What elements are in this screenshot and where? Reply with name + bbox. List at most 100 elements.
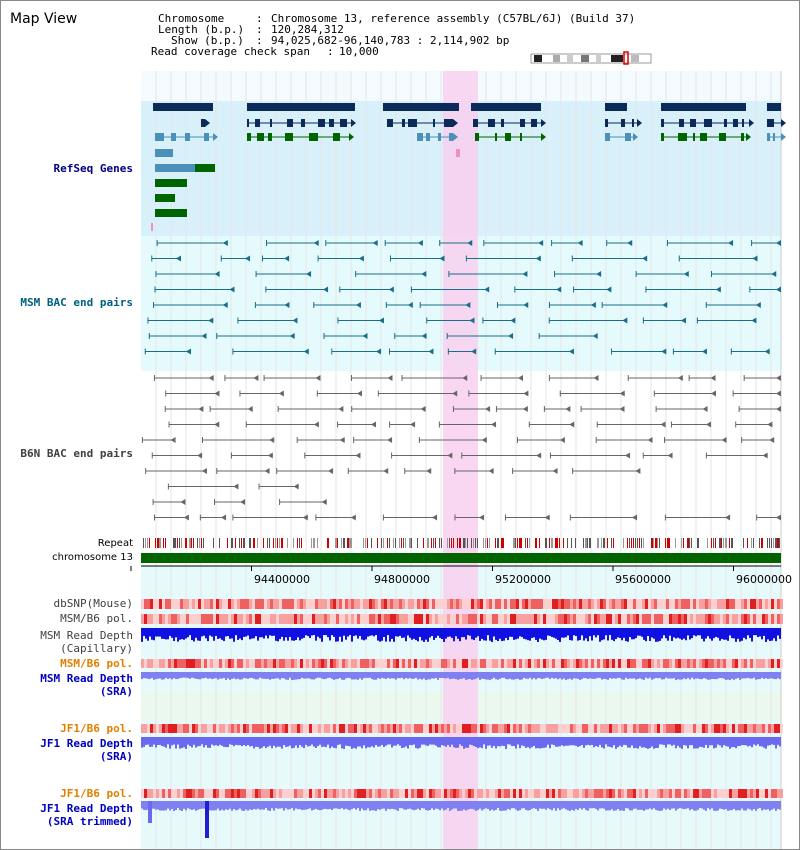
snp-density-cell [378, 614, 381, 624]
read-depth-bar [339, 801, 341, 810]
bac-end-arrow [201, 468, 207, 474]
read-depth-bar [691, 628, 693, 639]
snp-density-cell [606, 724, 609, 733]
snp-density-cell [525, 789, 528, 798]
read-depth-bar [239, 801, 241, 809]
snp-density-cell [714, 789, 717, 798]
read-depth-bar [523, 628, 525, 639]
read-depth-bar [297, 672, 299, 680]
read-depth-bar [377, 628, 379, 641]
track-label-jf1-read-depth-sra[interactable]: JF1 Read Depth [40, 737, 133, 750]
read-depth-bar [271, 737, 273, 749]
gene-block [155, 194, 175, 202]
read-depth-bar [383, 672, 385, 679]
read-depth-bar [373, 737, 375, 748]
snp-density-cell [390, 659, 393, 668]
read-depth-bar [377, 737, 379, 747]
snp-density-cell [297, 614, 300, 624]
read-depth-bar [375, 672, 377, 680]
snp-density-cell [630, 789, 633, 798]
snp-density-cell [690, 724, 693, 733]
gene-exon [255, 119, 260, 127]
read-depth-bar [603, 628, 605, 640]
read-depth-bar [761, 737, 763, 747]
track-label-jf1-b6-pol-2[interactable]: JF1/B6 pol. [60, 787, 133, 800]
snp-density-cell [240, 659, 243, 668]
track-label-jf1-read-depth-trimmed[interactable]: JF1 Read Depth [40, 802, 133, 815]
track-label-dbsnp[interactable]: dbSNP(Mouse) [53, 597, 133, 610]
snp-density-cell [537, 724, 540, 733]
snp-density-cell [486, 614, 489, 624]
snp-density-cell [540, 599, 543, 609]
repeat-element [471, 538, 472, 548]
snp-density-cell [447, 614, 450, 624]
track-label-b6n-bac[interactable]: B6N BAC end pairs [20, 447, 133, 460]
read-depth-bar [583, 737, 585, 748]
repeat-element [585, 538, 587, 548]
snp-density-cell [777, 789, 780, 798]
read-depth-bar [697, 672, 699, 679]
snp-density-cell [309, 599, 312, 609]
snp-density-cell [309, 659, 312, 668]
track-label-jf1-read-depth-sra-sub: (SRA) [99, 750, 133, 763]
track-label-msm-read-depth-capillary[interactable]: MSM Read Depth [40, 629, 133, 642]
read-depth-bar [679, 628, 681, 639]
track-label-chromosome[interactable]: chromosome 13 [52, 552, 133, 563]
bac-end-arrow [751, 317, 757, 324]
read-depth-bar [257, 672, 259, 680]
read-depth-bar [335, 672, 337, 680]
read-depth-bar [271, 628, 273, 636]
repeat-element [423, 538, 424, 548]
bac-end-arrow [201, 333, 207, 339]
snp-density-cell [708, 724, 711, 733]
repeat-element [335, 538, 337, 548]
read-depth-bar [489, 672, 491, 680]
snp-density-cell [264, 724, 267, 733]
snp-density-cell [492, 614, 495, 624]
read-depth-bar [277, 737, 279, 747]
snp-density-cell [714, 659, 717, 668]
track-label-jf1-b6-pol[interactable]: JF1/B6 pol. [60, 722, 133, 735]
read-depth-bar [357, 801, 359, 809]
snp-density-cell [540, 789, 543, 798]
snp-density-cell [186, 724, 189, 733]
read-depth-bar [757, 672, 759, 680]
track-label-msm-b6-pol[interactable]: MSM/B6 pol. [60, 612, 133, 625]
read-depth-bar [387, 672, 389, 678]
bac-end-arrow [410, 421, 416, 428]
read-depth-bar [367, 801, 369, 809]
read-depth-bar [263, 628, 265, 639]
track-label-msm-read-depth-sra[interactable]: MSM Read Depth [40, 672, 133, 685]
read-depth-bar [733, 672, 735, 680]
snp-density-cell [444, 599, 447, 609]
read-depth-bar [625, 672, 627, 678]
bac-end-arrow [321, 499, 327, 505]
snp-density-cell [690, 599, 693, 609]
snp-density-cell [549, 614, 552, 624]
read-depth-bar [723, 672, 725, 679]
snp-density-cell [456, 599, 459, 609]
snp-density-cell [360, 724, 363, 733]
snp-density-cell [255, 659, 258, 668]
snp-density-cell [462, 614, 465, 624]
read-depth-bar [633, 801, 635, 809]
read-depth-bar [693, 737, 695, 749]
read-depth-bar [255, 672, 257, 680]
track-label-msm-b6-pol-2[interactable]: MSM/B6 pol. [60, 657, 133, 670]
snp-density-cell [594, 599, 597, 609]
track-label-refseq[interactable]: RefSeq Genes [53, 162, 133, 175]
read-depth-bar [191, 628, 193, 641]
gene-strand-arrow [746, 133, 751, 141]
track-label-msm-bac[interactable]: MSM BAC end pairs [20, 296, 133, 309]
track-label-repeat[interactable]: Repeat [97, 538, 133, 549]
read-depth-bar [165, 628, 167, 640]
snp-density-cell [666, 789, 669, 798]
read-depth-bar [343, 801, 345, 810]
repeat-element [453, 538, 454, 548]
read-depth-bar [207, 737, 209, 748]
repeat-element [707, 538, 708, 548]
snp-density-cell [585, 659, 588, 668]
read-depth-bar [595, 672, 597, 679]
read-depth-bar [153, 737, 155, 745]
